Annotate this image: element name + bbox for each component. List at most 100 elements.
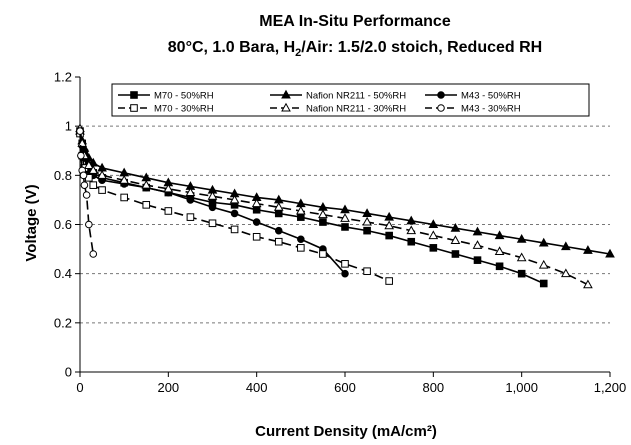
series-2-point-13: [274, 226, 283, 235]
series-4-point-17: [362, 216, 372, 226]
series-0-point-22: [473, 256, 482, 264]
y-tick-label-3: 0.6: [54, 217, 72, 232]
x-tick-label-4: 800: [422, 380, 444, 395]
series-5: [76, 127, 98, 258]
series-1-line: [79, 130, 611, 255]
series-1: [75, 125, 615, 258]
series-5-point-3: [79, 171, 88, 180]
series-3-point-15: [319, 250, 327, 258]
series-3-point-6: [120, 193, 128, 202]
x-tick-label-0: 0: [76, 380, 83, 395]
series-2-point-11: [230, 209, 239, 218]
series-5-point-4: [80, 181, 89, 189]
legend-marker-4: [281, 102, 291, 112]
series-4-point-14: [295, 205, 306, 215]
legend-label-0: M70 - 50%RH: [154, 91, 214, 102]
legend-marker-3: [130, 104, 138, 112]
legend-label-4: Nafion NR211 - 30%RH: [306, 104, 406, 115]
series-4-point-1: [77, 138, 88, 147]
series-0-point-21: [451, 250, 460, 258]
series-0-point-13: [274, 209, 283, 218]
series-4-line: [79, 128, 589, 286]
series-3-point-17: [363, 267, 371, 276]
series-2-point-10: [208, 203, 217, 212]
series-4-point-16: [340, 213, 350, 222]
series-2-point-9: [186, 196, 195, 204]
legend-label-2: M43 - 50%RH: [461, 91, 521, 102]
series-0-point-12: [252, 205, 261, 214]
series-4-point-27: [583, 279, 593, 289]
series-3-point-5: [98, 186, 106, 194]
series-0-point-18: [385, 231, 393, 240]
series-3-point-13: [274, 237, 283, 246]
series-0-point-24: [517, 269, 526, 278]
chart-subtitle: 80°C, 1.0 Bara, H2/Air: 1.5/2.0 stoich, …: [168, 39, 542, 59]
series-4-point-6: [119, 175, 130, 184]
series-4-point-10: [207, 190, 218, 200]
y-tick-label-2: 0.4: [54, 266, 72, 281]
series-4-point-7: [141, 179, 152, 189]
series-3-point-10: [208, 219, 217, 228]
series-4-point-4: [88, 165, 99, 174]
legend-label-3: M70 - 30%RH: [154, 104, 214, 115]
axes: 0 0.2 0.4 0.6 0.8 1 1.2 0 200 400 600 800 1,000 1,200: [54, 70, 626, 396]
y-tick-label-4: 0.8: [54, 168, 72, 183]
series-3-point-14: [297, 244, 305, 252]
series-3: [76, 129, 393, 285]
series-3-point-18: [385, 277, 393, 285]
x-tick-label-1: 200: [157, 380, 179, 395]
legend-marker-1: [281, 89, 291, 99]
series-3-point-7: [142, 201, 151, 209]
legend-marker-5: [437, 104, 445, 112]
series-1-point-23: [494, 230, 505, 240]
chart-subtitle-subscript: 2: [295, 47, 301, 59]
series-1-point-27: [583, 245, 593, 254]
legend-label-5: M43 - 30%RH: [461, 104, 521, 115]
series-1-point-22: [472, 226, 483, 236]
series-1-point-26: [560, 241, 571, 251]
series-1-point-20: [428, 219, 439, 228]
series-5-point-6: [85, 220, 93, 229]
y-axis-title: Voltage (V): [23, 184, 40, 261]
series-4-point-11: [229, 194, 240, 204]
series-0-point-15: [319, 218, 327, 226]
series-1-point-16: [340, 204, 350, 214]
series-2-point-16: [341, 269, 349, 278]
series-1-point-17: [362, 208, 372, 217]
series-4-point-5: [97, 170, 107, 179]
series-4-point-18: [384, 220, 395, 230]
data-series: [75, 123, 615, 289]
series-4-point-24: [516, 252, 527, 262]
y-tick-label-6: 1.2: [54, 70, 72, 85]
series-5-point-7: [89, 250, 98, 258]
series-5-line: [79, 131, 95, 255]
series-3-point-9: [186, 213, 195, 221]
legend-label-1: Nafion NR211 - 50%RH: [306, 91, 406, 102]
series-4-point-25: [538, 259, 549, 269]
series-5-point-5: [82, 191, 91, 199]
series-1-point-24: [516, 234, 527, 243]
series-5-point-0: [76, 127, 84, 135]
series-3-point-4: [89, 181, 98, 189]
series-1-point-21: [450, 222, 461, 232]
series-0-point-16: [341, 223, 349, 231]
series-3-point-8: [164, 207, 173, 215]
series-1-point-19: [406, 215, 417, 225]
y-tick-label-0: 0: [65, 365, 72, 380]
series-4-point-21: [450, 235, 461, 244]
series-3-point-16: [341, 260, 349, 268]
series-4-point-13: [273, 202, 284, 211]
series-2-point-14: [297, 235, 305, 244]
series-1-point-5: [97, 162, 107, 172]
chart-subtitle-suffix: /Air: 1.5/2.0 stoich, Reduced RH: [301, 39, 542, 56]
series-4-point-22: [472, 240, 483, 249]
x-tick-label-5: 1,000: [505, 380, 538, 395]
y-tick-label-5: 1: [65, 119, 72, 134]
legend-box: [111, 83, 590, 117]
series-4-point-8: [163, 183, 174, 193]
series-4-point-19: [406, 225, 417, 235]
series-4-point-3: [83, 160, 94, 169]
series-1-point-18: [384, 211, 395, 221]
series-2: [76, 129, 349, 278]
